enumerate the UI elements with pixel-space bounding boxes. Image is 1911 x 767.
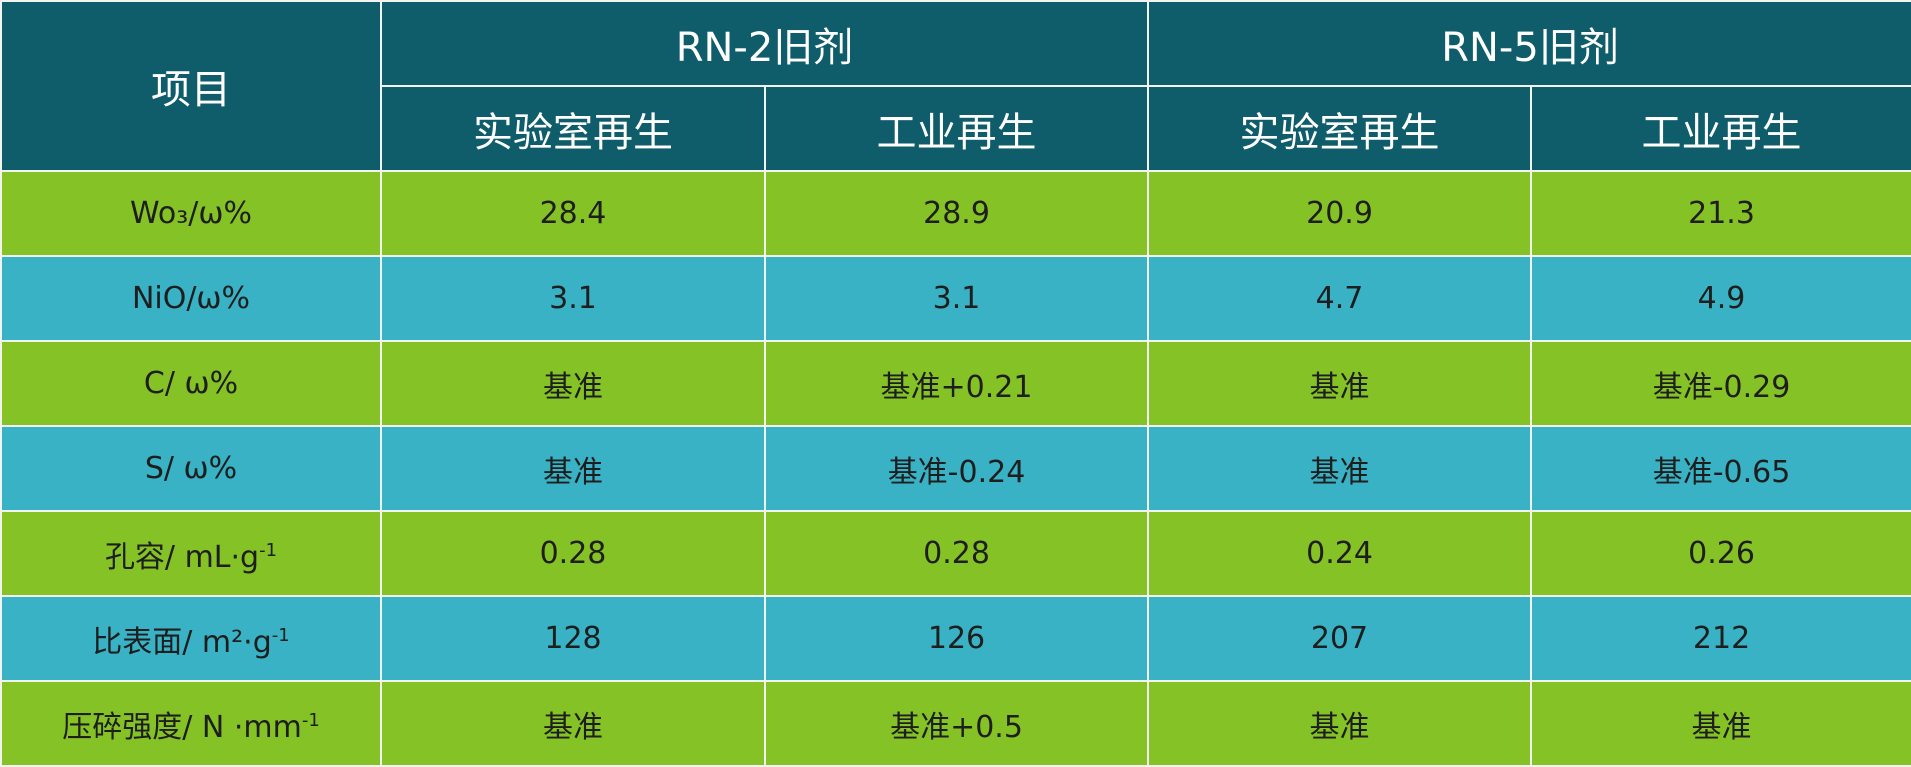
table-row: 比表面/ m²·g-1 128 126 207 212 <box>0 595 1911 682</box>
table-cell: 0.28 <box>380 510 766 597</box>
unit-exponent: -1 <box>301 709 320 731</box>
unit-exponent: -1 <box>259 539 278 561</box>
row-label: C/ ω% <box>0 340 382 427</box>
table-cell: 基准-0.24 <box>763 425 1150 512</box>
table-cell: 207 <box>1147 595 1533 682</box>
subheader-industrial: 工业再生 <box>763 85 1150 172</box>
header-item: 项目 <box>0 0 382 172</box>
header-group-rn5: RN-5旧剂 <box>1147 0 1911 87</box>
table-cell: 基准+0.21 <box>763 340 1150 427</box>
row-label: 压碎强度/ N ·mm-1 <box>0 680 382 767</box>
table-row: C/ ω% 基准 基准+0.21 基准 基准-0.29 <box>0 340 1911 427</box>
table-cell: 28.4 <box>380 170 766 257</box>
table-row: Wo₃/ω% 28.4 28.9 20.9 21.3 <box>0 170 1911 257</box>
row-label: NiO/ω% <box>0 255 382 342</box>
table-cell: 基准 <box>1530 680 1911 767</box>
table-cell: 21.3 <box>1530 170 1911 257</box>
table-row: 孔容/ mL·g-1 0.28 0.28 0.24 0.26 <box>0 510 1911 597</box>
table-row: S/ ω% 基准 基准-0.24 基准 基准-0.65 <box>0 425 1911 512</box>
row-label: Wo₃/ω% <box>0 170 382 257</box>
header-group-rn2: RN-2旧剂 <box>379 0 1150 87</box>
table-cell: 4.7 <box>1147 255 1533 342</box>
row-label-text: C/ ω% <box>143 366 239 401</box>
table-cell: 基准 <box>1147 340 1533 427</box>
table-cell: 基准-0.29 <box>1530 340 1911 427</box>
subheader-lab: 实验室再生 <box>380 85 766 172</box>
row-label: S/ ω% <box>0 425 382 512</box>
table-cell: 基准 <box>380 425 766 512</box>
table-cell: 3.1 <box>763 255 1150 342</box>
table-cell: 0.24 <box>1147 510 1533 597</box>
table-cell: 基准 <box>380 340 766 427</box>
table-row: NiO/ω% 3.1 3.1 4.7 4.9 <box>0 255 1911 342</box>
table-row: 压碎强度/ N ·mm-1 基准 基准+0.5 基准 基准 <box>0 680 1911 767</box>
table-cell: 20.9 <box>1147 170 1533 257</box>
table-cell: 28.9 <box>763 170 1150 257</box>
table-cell: 基准+0.5 <box>763 680 1150 767</box>
table-cell: 0.28 <box>763 510 1150 597</box>
row-label-text: Wo₃/ω% <box>129 196 253 231</box>
row-label: 孔容/ mL·g-1 <box>0 510 382 597</box>
row-label-text: 孔容/ mL·g <box>104 539 260 575</box>
row-label-text: NiO/ω% <box>131 281 251 316</box>
table-cell: 128 <box>380 595 766 682</box>
table-cell: 0.26 <box>1530 510 1911 597</box>
table-cell: 基准 <box>1147 680 1533 767</box>
subheader-lab: 实验室再生 <box>1147 85 1533 172</box>
unit-exponent: -1 <box>271 624 290 646</box>
row-label-text: 压碎强度/ N ·mm <box>62 709 302 745</box>
table-cell: 126 <box>763 595 1150 682</box>
table-cell: 212 <box>1530 595 1911 682</box>
table-cell: 基准 <box>1147 425 1533 512</box>
row-label: 比表面/ m²·g-1 <box>0 595 382 682</box>
table-cell: 基准 <box>380 680 766 767</box>
table-cell: 3.1 <box>380 255 766 342</box>
table-cell: 4.9 <box>1530 255 1911 342</box>
subheader-industrial: 工业再生 <box>1530 85 1911 172</box>
row-label-text: 比表面/ m²·g <box>92 624 272 660</box>
table-cell: 基准-0.65 <box>1530 425 1911 512</box>
row-label-text: S/ ω% <box>144 451 238 486</box>
